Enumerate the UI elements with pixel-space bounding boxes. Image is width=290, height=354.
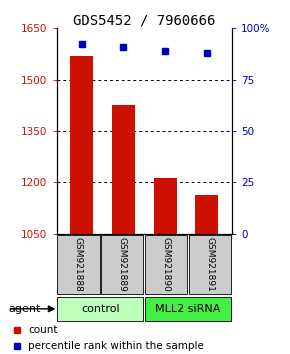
Text: percentile rank within the sample: percentile rank within the sample <box>28 341 204 351</box>
Text: GSM921888: GSM921888 <box>74 237 83 292</box>
Bar <box>57 235 99 295</box>
Text: agent: agent <box>9 304 41 314</box>
Bar <box>189 235 231 295</box>
Bar <box>145 297 231 321</box>
Text: GSM921891: GSM921891 <box>206 237 215 292</box>
Text: GSM921889: GSM921889 <box>118 237 127 292</box>
Bar <box>57 297 143 321</box>
Text: count: count <box>28 325 58 335</box>
Text: MLL2 siRNA: MLL2 siRNA <box>155 304 221 314</box>
Title: GDS5452 / 7960666: GDS5452 / 7960666 <box>73 13 215 27</box>
Bar <box>195 195 218 234</box>
Text: control: control <box>81 304 120 314</box>
Bar <box>101 235 143 295</box>
Text: GSM921890: GSM921890 <box>162 237 171 292</box>
Bar <box>112 105 135 234</box>
Bar <box>154 178 177 234</box>
Bar <box>70 56 93 234</box>
Bar <box>145 235 187 295</box>
